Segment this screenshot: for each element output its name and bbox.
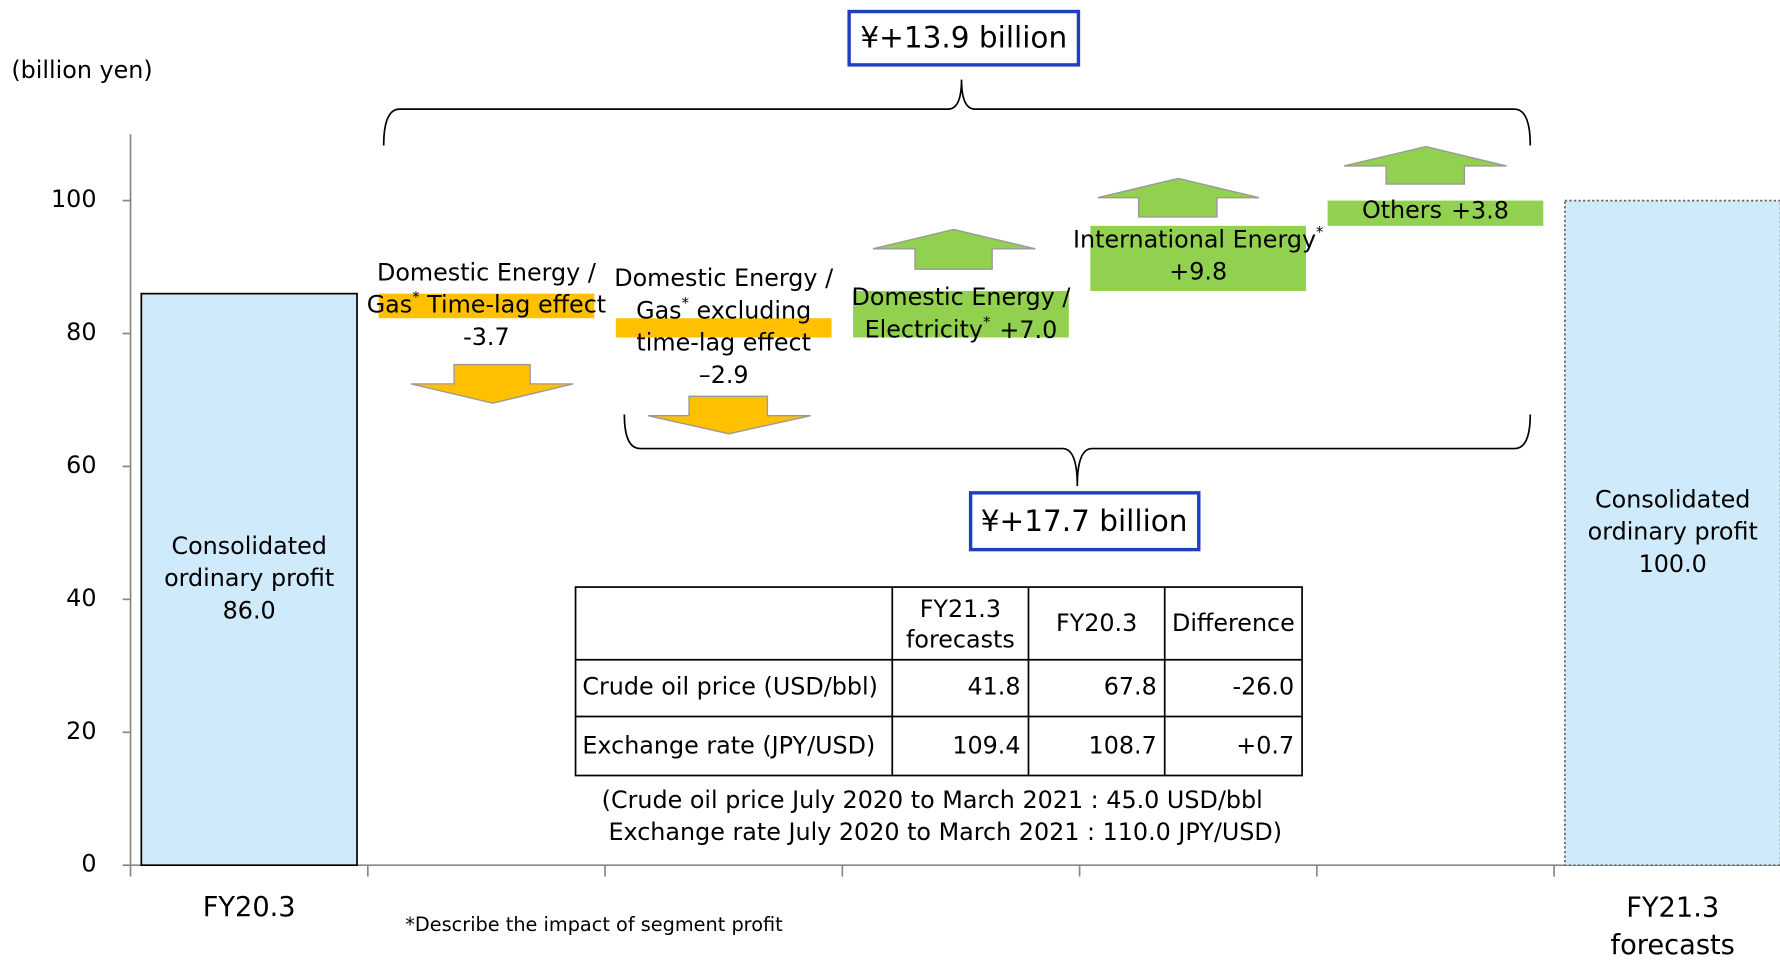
bar — [615, 318, 832, 338]
up-arrow — [1343, 145, 1507, 185]
up-arrow — [1097, 177, 1260, 218]
bar-label: Domestic Energy / — [377, 258, 597, 286]
y-tick-label: 0 — [81, 850, 96, 878]
bar-label: Domestic Energy / — [852, 283, 1072, 311]
table-cell: 41.8 — [967, 673, 1020, 701]
bar — [853, 290, 1069, 338]
x-tick-label-line: FY21.3 — [1626, 892, 1719, 923]
bar-label: International Energy* — [1073, 223, 1323, 253]
table-header-line: FY21.3 — [920, 594, 1001, 622]
superscript: * — [1316, 223, 1323, 240]
y-tick-label: 80 — [66, 318, 96, 346]
y-tick-label: 100 — [51, 185, 96, 213]
bar-label: time-lag effect — [636, 329, 811, 357]
value-label: –2.9 — [699, 361, 749, 389]
x-tick-label: FY21.3 forecasts — [1611, 892, 1735, 960]
superscript: * — [983, 314, 990, 331]
bar-label: Gas* excluding — [636, 294, 811, 324]
note: Exchange rate July 2020 to March 2021 : … — [608, 818, 1282, 846]
annotation-box — [968, 491, 1201, 552]
value-label: +9.8 — [1169, 258, 1227, 286]
down-arrow — [648, 395, 811, 435]
bar-label: Domestic Energy / — [614, 264, 834, 292]
bar-label: ordinary profit — [1588, 518, 1758, 546]
arrows — [410, 145, 1507, 435]
footnote: *Describe the impact of segment profit — [405, 913, 783, 936]
y-axis-label: (billion yen) — [11, 56, 152, 84]
table-header: Difference — [1172, 609, 1295, 637]
x-tick-label-line: forecasts — [1611, 929, 1735, 960]
table-row-label: Exchange rate (JPY/USD) — [582, 732, 875, 760]
bar-label: Gas* Time-lag effect — [367, 289, 606, 319]
annotation: ¥+17.7 billion — [981, 504, 1188, 538]
bar — [1327, 200, 1544, 226]
bar — [378, 293, 595, 319]
down-arrow — [410, 363, 574, 404]
bar-label: ordinary profit — [164, 564, 334, 592]
x-tick-label: FY20.3 — [203, 892, 296, 923]
table-row-label: Crude oil price (USD/bbl) — [582, 673, 878, 701]
annotation-box — [847, 9, 1081, 67]
table-header: FY20.3 — [1056, 609, 1137, 637]
table-cell: 109.4 — [952, 732, 1020, 760]
table-cell: 108.7 — [1089, 732, 1157, 760]
table-header-line: forecasts — [906, 625, 1015, 653]
value-label: -3.7 — [463, 323, 509, 351]
table-border — [574, 586, 1303, 777]
y-tick-label: 40 — [66, 584, 96, 612]
bar-label: Consolidated — [1595, 485, 1750, 513]
brace — [382, 79, 1532, 146]
table-cell: +0.7 — [1236, 732, 1294, 760]
value-label: +3.8 — [1451, 196, 1509, 224]
table-header: FY21.3 forecasts — [906, 594, 1015, 653]
bar-label: Others +3.8 — [1362, 196, 1509, 224]
bar-label: Electricity* +7.0 — [865, 314, 1058, 344]
y-tick-label: 20 — [66, 717, 96, 745]
table-cell: -26.0 — [1232, 673, 1294, 701]
superscript: * — [682, 294, 689, 311]
table-grid — [574, 586, 1303, 777]
bar — [1090, 225, 1307, 291]
table-cell: 67.8 — [1104, 673, 1157, 701]
note: (Crude oil price July 2020 to March 2021… — [602, 786, 1263, 814]
y-tick-label: 60 — [66, 451, 96, 479]
value-label: 86.0 — [223, 597, 276, 625]
value-label: +7.0 — [999, 316, 1057, 344]
bar — [1564, 199, 1780, 867]
superscript: * — [412, 289, 419, 306]
bar-label: Consolidated — [171, 532, 326, 560]
value-label: 100.0 — [1639, 550, 1707, 578]
bar — [140, 292, 358, 867]
up-arrow — [872, 228, 1036, 270]
annotation: ¥+13.9 billion — [860, 20, 1067, 54]
brace — [623, 414, 1532, 487]
